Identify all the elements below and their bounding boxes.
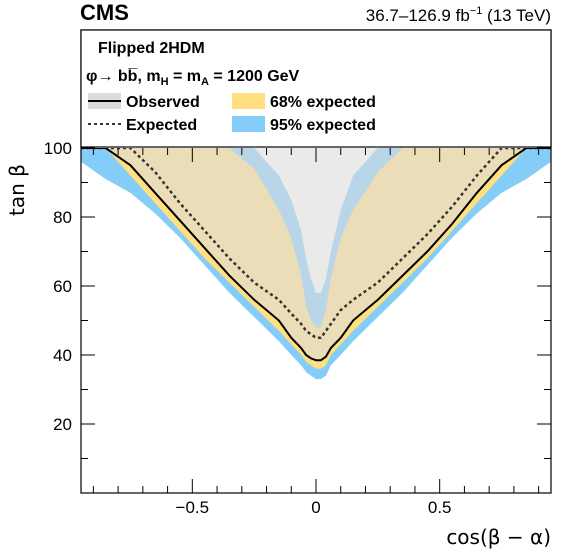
legend-95-label: 95% expected: [270, 117, 376, 134]
legend-95-swatch: [232, 116, 265, 132]
lumi-value: 36.7–126.9 fb: [366, 6, 470, 25]
legend-expected-label: Expected: [126, 117, 197, 134]
legend-process-text: φ→ bb̅, m: [86, 67, 161, 85]
excluded-region: [81, 148, 551, 361]
x-axis-title: cos(β − α): [446, 525, 551, 549]
x-tick-label: −0.5: [176, 498, 210, 517]
y-tick-label: 40: [53, 346, 72, 365]
y-axis-title: tan β: [5, 164, 29, 216]
lumi-label: 36.7–126.9 fb−1 (13 TeV): [366, 5, 551, 25]
legend-68-swatch: [232, 93, 265, 109]
legend-box: [80, 29, 552, 148]
y-tick-label: 60: [53, 277, 72, 296]
y-tick-label: 100: [44, 139, 72, 158]
legend-process: φ→ bb̅, mH = mA = 1200 GeV: [86, 67, 300, 88]
legend-header: Flipped 2HDM: [98, 40, 205, 57]
x-tick-label: 0: [311, 498, 320, 517]
y-tick-label: 20: [53, 415, 72, 434]
legend-68-label: 68% expected: [270, 94, 376, 111]
legend-observed-label: Observed: [126, 94, 200, 111]
y-tick-labels: 20 40 60 80 100: [44, 139, 72, 434]
energy-label: (13 TeV): [482, 6, 551, 25]
cms-label: CMS: [80, 0, 129, 25]
x-tick-labels: −0.5 0 0.5: [176, 498, 452, 517]
axis-ticks: [81, 147, 551, 493]
plot-area: [81, 148, 551, 493]
legend: Flipped 2HDM φ→ bb̅, mH = mA = 1200 GeV …: [80, 29, 552, 148]
y-tick-label: 80: [53, 208, 72, 227]
x-tick-label: 0.5: [428, 498, 452, 517]
observed-limit-line: [81, 148, 551, 362]
lumi-exponent: −1: [470, 5, 483, 17]
